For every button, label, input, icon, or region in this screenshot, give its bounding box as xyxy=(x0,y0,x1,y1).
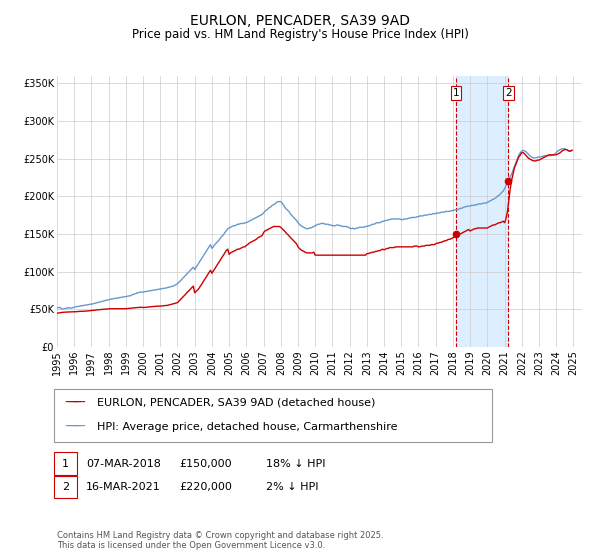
Text: 1: 1 xyxy=(62,459,69,469)
Text: —: — xyxy=(71,420,85,434)
Text: 16-MAR-2021: 16-MAR-2021 xyxy=(86,482,161,492)
Text: 2% ↓ HPI: 2% ↓ HPI xyxy=(266,482,319,492)
Text: £220,000: £220,000 xyxy=(179,482,232,492)
Text: —: — xyxy=(64,395,78,409)
Text: HPI: Average price, detached house, Carmarthenshire: HPI: Average price, detached house, Carm… xyxy=(97,422,398,432)
Text: 1: 1 xyxy=(452,88,460,98)
Text: —: — xyxy=(64,420,78,434)
Text: —: — xyxy=(71,395,85,409)
Text: Contains HM Land Registry data © Crown copyright and database right 2025.
This d: Contains HM Land Registry data © Crown c… xyxy=(57,530,383,550)
Text: 2: 2 xyxy=(62,482,69,492)
Text: £150,000: £150,000 xyxy=(179,459,232,469)
Text: EURLON, PENCADER, SA39 9AD (detached house): EURLON, PENCADER, SA39 9AD (detached hou… xyxy=(97,398,376,408)
Text: 18% ↓ HPI: 18% ↓ HPI xyxy=(266,459,325,469)
Text: 2: 2 xyxy=(505,88,511,98)
Text: Price paid vs. HM Land Registry's House Price Index (HPI): Price paid vs. HM Land Registry's House … xyxy=(131,28,469,41)
Bar xyxy=(456,76,508,347)
Text: EURLON, PENCADER, SA39 9AD: EURLON, PENCADER, SA39 9AD xyxy=(190,14,410,28)
Text: —: — xyxy=(68,395,82,409)
Text: 07-MAR-2018: 07-MAR-2018 xyxy=(86,459,161,469)
Text: —: — xyxy=(68,420,82,434)
